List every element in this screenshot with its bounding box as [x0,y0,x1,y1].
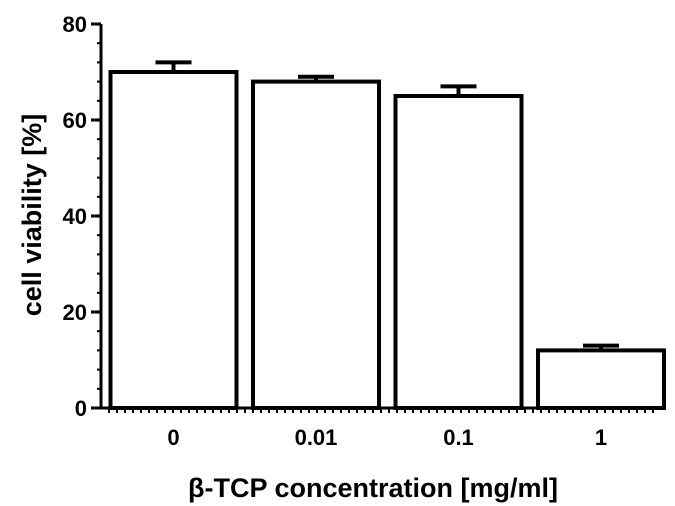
bar [393,94,524,410]
x-tick-label: 1 [595,425,607,450]
x-axis-title: β-TCP concentration [mg/ml] [188,473,558,503]
y-tick-label: 80 [63,12,87,37]
y-axis: 0 20 40 60 80 [63,12,103,421]
error-bars [155,60,619,351]
y-axis-title: cell viability [%] [17,114,47,317]
x-tick-label: 0 [167,425,179,450]
bar [251,79,381,410]
x-axis: 0 0.01 0.1 1 [100,406,654,450]
y-tick-label: 60 [63,108,87,133]
y-tick-label: 0 [75,396,87,421]
x-tick-label: 0.1 [443,425,474,450]
bar [108,70,239,410]
bars [108,70,666,410]
y-tick-label: 20 [63,300,87,325]
y-tick-label: 40 [63,204,87,229]
x-tick-label: 0.01 [295,425,338,450]
bar [536,348,666,410]
